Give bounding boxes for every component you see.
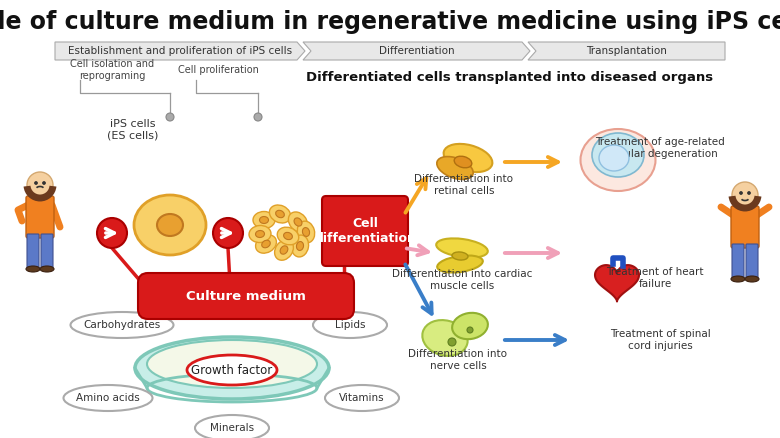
Ellipse shape (262, 240, 271, 248)
Ellipse shape (26, 266, 40, 272)
FancyBboxPatch shape (41, 234, 53, 268)
Circle shape (97, 218, 127, 248)
FancyBboxPatch shape (27, 234, 39, 268)
Polygon shape (595, 265, 639, 301)
FancyBboxPatch shape (138, 273, 354, 319)
Ellipse shape (436, 238, 488, 258)
Ellipse shape (292, 235, 309, 257)
Text: Treatment of age-related
macular degeneration: Treatment of age-related macular degener… (595, 137, 725, 159)
Text: Cell proliferation: Cell proliferation (178, 65, 258, 75)
Circle shape (448, 338, 456, 346)
Text: Differentiation into
retinal cells: Differentiation into retinal cells (414, 174, 513, 196)
Ellipse shape (452, 313, 488, 339)
Circle shape (42, 181, 45, 184)
Ellipse shape (269, 205, 291, 223)
FancyBboxPatch shape (732, 244, 744, 278)
Ellipse shape (284, 233, 292, 240)
Ellipse shape (134, 195, 206, 255)
Text: Vitamins: Vitamins (339, 393, 385, 403)
Ellipse shape (454, 156, 472, 168)
Ellipse shape (249, 226, 271, 243)
Ellipse shape (325, 385, 399, 411)
Ellipse shape (313, 312, 387, 338)
Text: Differentiation into cardiac
muscle cells: Differentiation into cardiac muscle cell… (392, 269, 532, 291)
Ellipse shape (297, 221, 314, 243)
FancyBboxPatch shape (26, 196, 54, 238)
Ellipse shape (157, 214, 183, 236)
Ellipse shape (40, 266, 54, 272)
Text: Cell isolation and
reprograming: Cell isolation and reprograming (70, 59, 154, 81)
FancyBboxPatch shape (746, 244, 758, 278)
Ellipse shape (745, 276, 759, 282)
Ellipse shape (253, 212, 275, 229)
Text: Culture medium: Culture medium (186, 290, 306, 303)
Text: Carbohydrates: Carbohydrates (83, 320, 161, 330)
Text: Growth factor: Growth factor (191, 364, 273, 377)
Ellipse shape (294, 218, 302, 226)
Text: Differentiated cells transplanted into diseased organs: Differentiated cells transplanted into d… (307, 71, 714, 85)
Text: iPS cells
(ES cells): iPS cells (ES cells) (108, 119, 158, 141)
Circle shape (27, 172, 53, 198)
Text: Treatment of heart
failure: Treatment of heart failure (606, 267, 704, 289)
Polygon shape (55, 42, 305, 60)
FancyBboxPatch shape (322, 196, 408, 266)
Text: Amino acids: Amino acids (76, 393, 140, 403)
Ellipse shape (444, 144, 492, 172)
Ellipse shape (187, 355, 277, 385)
Circle shape (166, 113, 174, 121)
Circle shape (213, 218, 243, 248)
Circle shape (34, 181, 37, 184)
Text: Differentiation: Differentiation (378, 46, 454, 56)
Ellipse shape (422, 320, 468, 356)
Ellipse shape (256, 235, 276, 253)
Text: Role of culture medium in regenerative medicine using iPS cells: Role of culture medium in regenerative m… (0, 10, 780, 34)
Ellipse shape (256, 230, 264, 237)
Ellipse shape (280, 246, 288, 254)
Ellipse shape (599, 145, 629, 171)
Ellipse shape (452, 252, 468, 260)
Text: Treatment of spinal
cord injuries: Treatment of spinal cord injuries (610, 329, 711, 351)
Ellipse shape (275, 210, 285, 218)
Ellipse shape (63, 385, 153, 411)
Ellipse shape (438, 255, 483, 272)
Ellipse shape (147, 340, 317, 388)
Ellipse shape (277, 227, 299, 245)
Ellipse shape (296, 241, 303, 251)
Text: Differentiation into
nerve cells: Differentiation into nerve cells (409, 349, 508, 371)
Text: Minerals: Minerals (210, 423, 254, 433)
Text: Transplantation: Transplantation (586, 46, 667, 56)
Ellipse shape (260, 216, 268, 223)
Circle shape (732, 182, 758, 208)
Text: Lipids: Lipids (335, 320, 365, 330)
Ellipse shape (731, 276, 745, 282)
Circle shape (467, 327, 473, 333)
Circle shape (739, 191, 743, 194)
Ellipse shape (303, 228, 310, 237)
Polygon shape (303, 42, 530, 60)
Ellipse shape (580, 129, 655, 191)
FancyBboxPatch shape (731, 206, 759, 248)
Text: Establishment and proliferation of iPS cells: Establishment and proliferation of iPS c… (68, 46, 292, 56)
Ellipse shape (195, 415, 269, 438)
Ellipse shape (135, 337, 329, 399)
Ellipse shape (437, 156, 473, 180)
Circle shape (747, 191, 750, 194)
Polygon shape (528, 42, 725, 60)
Circle shape (254, 113, 262, 121)
Ellipse shape (275, 240, 293, 260)
Ellipse shape (592, 133, 644, 177)
Text: Cell
differentiation: Cell differentiation (314, 217, 416, 245)
Ellipse shape (289, 212, 307, 232)
Ellipse shape (70, 312, 173, 338)
